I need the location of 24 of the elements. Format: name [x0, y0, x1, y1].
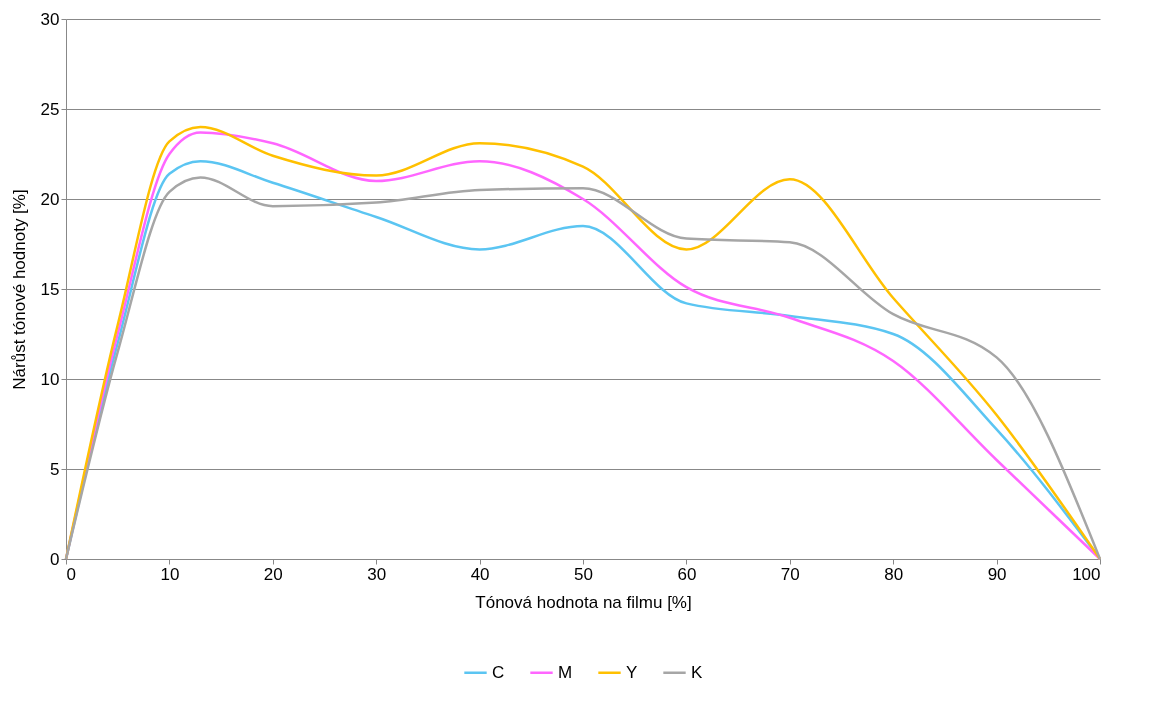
legend-label: C	[492, 662, 505, 682]
y-tick-label: 20	[40, 189, 60, 209]
x-tick-label: 60	[677, 564, 697, 584]
x-tick-label: 100	[1072, 564, 1101, 584]
legend-label: Y	[626, 662, 638, 682]
x-tick-label: 80	[884, 564, 904, 584]
y-tick-label: 10	[40, 369, 60, 389]
x-tick-label: 10	[160, 564, 180, 584]
y-tick-label: 0	[50, 549, 60, 569]
x-tick-label: 50	[574, 564, 593, 584]
x-tick-label: 0	[66, 564, 76, 584]
y-tick-label: 25	[40, 99, 60, 119]
x-tick-label: 20	[263, 564, 283, 584]
legend-label: M	[558, 662, 573, 682]
x-tick-label: 40	[470, 564, 490, 584]
y-tick-label: 30	[40, 9, 60, 29]
y-tick-label: 5	[50, 459, 60, 479]
x-tick-label: 90	[987, 564, 1007, 584]
legend-label: K	[691, 662, 703, 682]
x-tick-label: 30	[367, 564, 387, 584]
y-tick-label: 15	[40, 279, 60, 299]
x-axis-title: Tónová hodnota na filmu [%]	[475, 592, 692, 612]
y-axis-title: Nárůst tónové hodnoty [%]	[9, 189, 29, 390]
x-tick-label: 70	[780, 564, 800, 584]
